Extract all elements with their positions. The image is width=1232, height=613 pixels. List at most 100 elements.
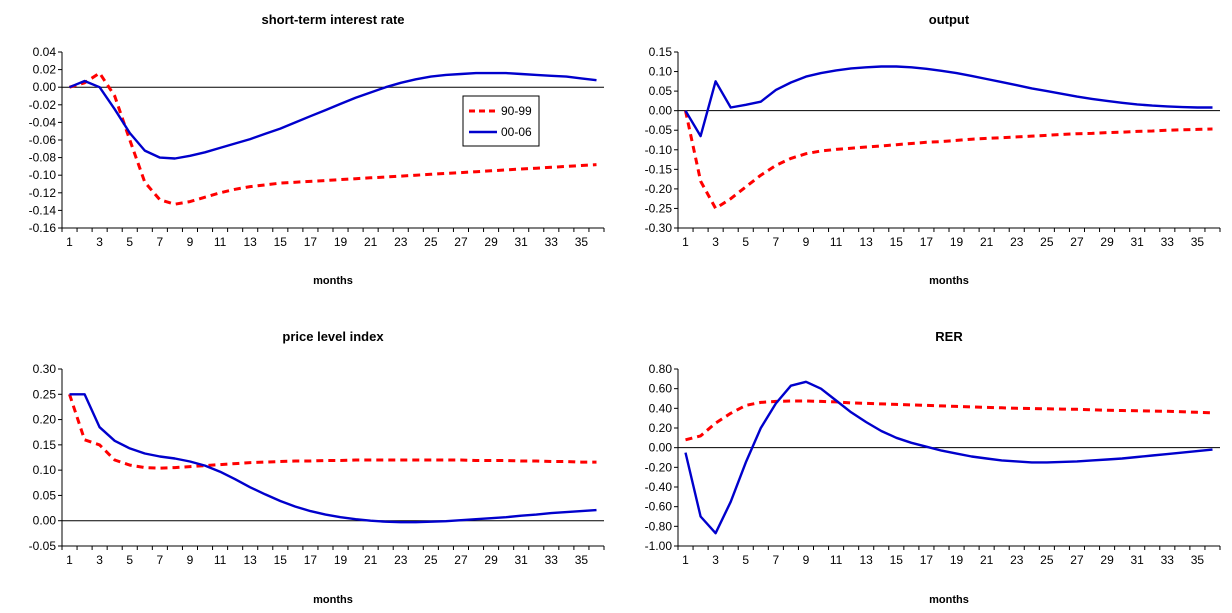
x-tick-label: 25: [1040, 235, 1054, 249]
x-axis-label: months: [929, 594, 969, 606]
x-tick-label: 5: [126, 235, 133, 249]
x-tick-label: 31: [515, 553, 529, 567]
chart-panel-4: RER 0.80 0.60 0.40 0.20 0.00 -0.20 -0.40 -0.60 -0…: [645, 329, 1221, 606]
x-tick-label: 7: [157, 235, 164, 249]
x-tick-label: 31: [1131, 553, 1145, 567]
x-tick-label: 17: [920, 235, 934, 249]
x-tick-label: 3: [96, 553, 103, 567]
x-tick-label: 3: [96, 235, 103, 249]
y-tick-label: -0.25: [645, 201, 673, 215]
x-axis-label: months: [929, 275, 969, 287]
legend-label: 00-06: [501, 125, 532, 139]
chart-title: short-term interest rate: [261, 12, 404, 27]
series-line-00-06: [69, 71, 597, 160]
y-tick-label: -1.00: [645, 539, 673, 553]
x-tick-label: 35: [575, 235, 589, 249]
x-tick-label: 29: [484, 553, 498, 567]
x-tick-label: 1: [682, 553, 689, 567]
x-tick-label: 11: [214, 553, 227, 567]
y-tick-label: -0.16: [29, 221, 57, 235]
chart-title: RER: [935, 329, 963, 344]
y-tick-label: -0.14: [29, 203, 57, 217]
x-tick-label: 27: [454, 553, 468, 567]
x-tick-label: 23: [1010, 235, 1024, 249]
x-tick-label: 17: [304, 235, 318, 249]
x-tick-label: 33: [1161, 553, 1175, 567]
y-tick-label: -0.15: [645, 162, 673, 176]
series-line-90-99: [68, 393, 597, 470]
x-tick-label: 17: [304, 553, 318, 567]
x-tick-label: 13: [244, 235, 258, 249]
chart-panel-1: short-term interest rate 0.04 0.02 0.00 -0.0…: [29, 12, 605, 287]
x-tick-label: 35: [1191, 553, 1205, 567]
y-tick-label: 0.04: [33, 45, 57, 59]
x-tick-label: 19: [334, 235, 348, 249]
y-tick-label: -0.80: [645, 519, 673, 533]
x-tick-label: 23: [394, 235, 408, 249]
y-tick-label: 0.30: [33, 362, 57, 376]
x-tick-label: 11: [830, 553, 843, 567]
x-axis-label: months: [313, 594, 353, 606]
x-tick-label: 23: [394, 553, 408, 567]
x-tick-label: 1: [682, 235, 689, 249]
y-tick-label: 0.15: [649, 45, 673, 59]
x-tick-label: 9: [187, 235, 194, 249]
x-tick-label: 29: [1100, 235, 1114, 249]
y-tick-label: -0.20: [645, 460, 673, 474]
y-tick-label: 0.00: [649, 441, 673, 455]
x-tick-label: 35: [575, 553, 589, 567]
legend-label: 90-99: [501, 104, 532, 118]
x-tick-label: 9: [187, 553, 194, 567]
chart-panel-2: output 0.15 0.10 0.05 0.00 -0.05 -0.10 -0.15 -0.…: [645, 12, 1221, 287]
y-tick-label: -0.10: [645, 143, 673, 157]
y-tick-label: 0.00: [649, 104, 673, 118]
x-tick-label: 5: [742, 235, 749, 249]
y-tick-label: 0.10: [33, 463, 57, 477]
x-tick-label: 11: [830, 235, 843, 249]
x-tick-label: 15: [890, 553, 904, 567]
series-line-90-99: [684, 110, 1213, 210]
y-tick-label: -0.05: [29, 539, 57, 553]
x-tick-label: 19: [950, 235, 964, 249]
x-tick-label: 31: [515, 235, 529, 249]
y-tick-label: -0.08: [29, 151, 57, 165]
legend-box: [462, 95, 540, 147]
x-tick-label: 23: [1010, 553, 1024, 567]
y-tick-label: -0.20: [645, 182, 673, 196]
x-tick-label: 33: [545, 553, 559, 567]
series-line-00-06: [684, 380, 1213, 535]
y-tick-label: 0.00: [33, 514, 57, 528]
y-tick-label: 0.02: [33, 63, 57, 77]
x-tick-label: 1: [66, 553, 73, 567]
x-tick-label: 27: [1070, 235, 1084, 249]
x-tick-label: 27: [1070, 553, 1084, 567]
y-tick-label: 0.15: [33, 438, 57, 452]
x-tick-label: 15: [274, 553, 288, 567]
x-tick-label: 13: [244, 553, 258, 567]
x-tick-label: 33: [545, 235, 559, 249]
y-tick-label: -0.60: [645, 500, 673, 514]
y-tick-label: -0.40: [645, 480, 673, 494]
x-tick-label: 19: [334, 553, 348, 567]
x-tick-label: 31: [1131, 235, 1145, 249]
x-tick-label: 9: [803, 235, 810, 249]
x-tick-label: 9: [803, 553, 810, 567]
y-tick-label: 0.20: [649, 421, 673, 435]
x-tick-label: 29: [484, 235, 498, 249]
y-tick-label: 0.20: [33, 413, 57, 427]
x-tick-label: 29: [1100, 553, 1114, 567]
y-tick-label: -0.06: [29, 133, 57, 147]
x-tick-label: 25: [424, 553, 438, 567]
series-line-00-06: [684, 65, 1213, 138]
x-tick-label: 7: [773, 553, 780, 567]
y-tick-label: 0.80: [649, 362, 673, 376]
series-line-00-06: [69, 393, 597, 524]
x-tick-label: 27: [454, 235, 468, 249]
x-tick-label: 3: [712, 553, 719, 567]
x-axis-label: months: [313, 275, 353, 287]
y-tick-label: -0.30: [645, 221, 673, 235]
legend: 90-99 00-06: [462, 95, 540, 147]
x-tick-label: 15: [274, 235, 288, 249]
x-tick-label: 21: [980, 235, 994, 249]
